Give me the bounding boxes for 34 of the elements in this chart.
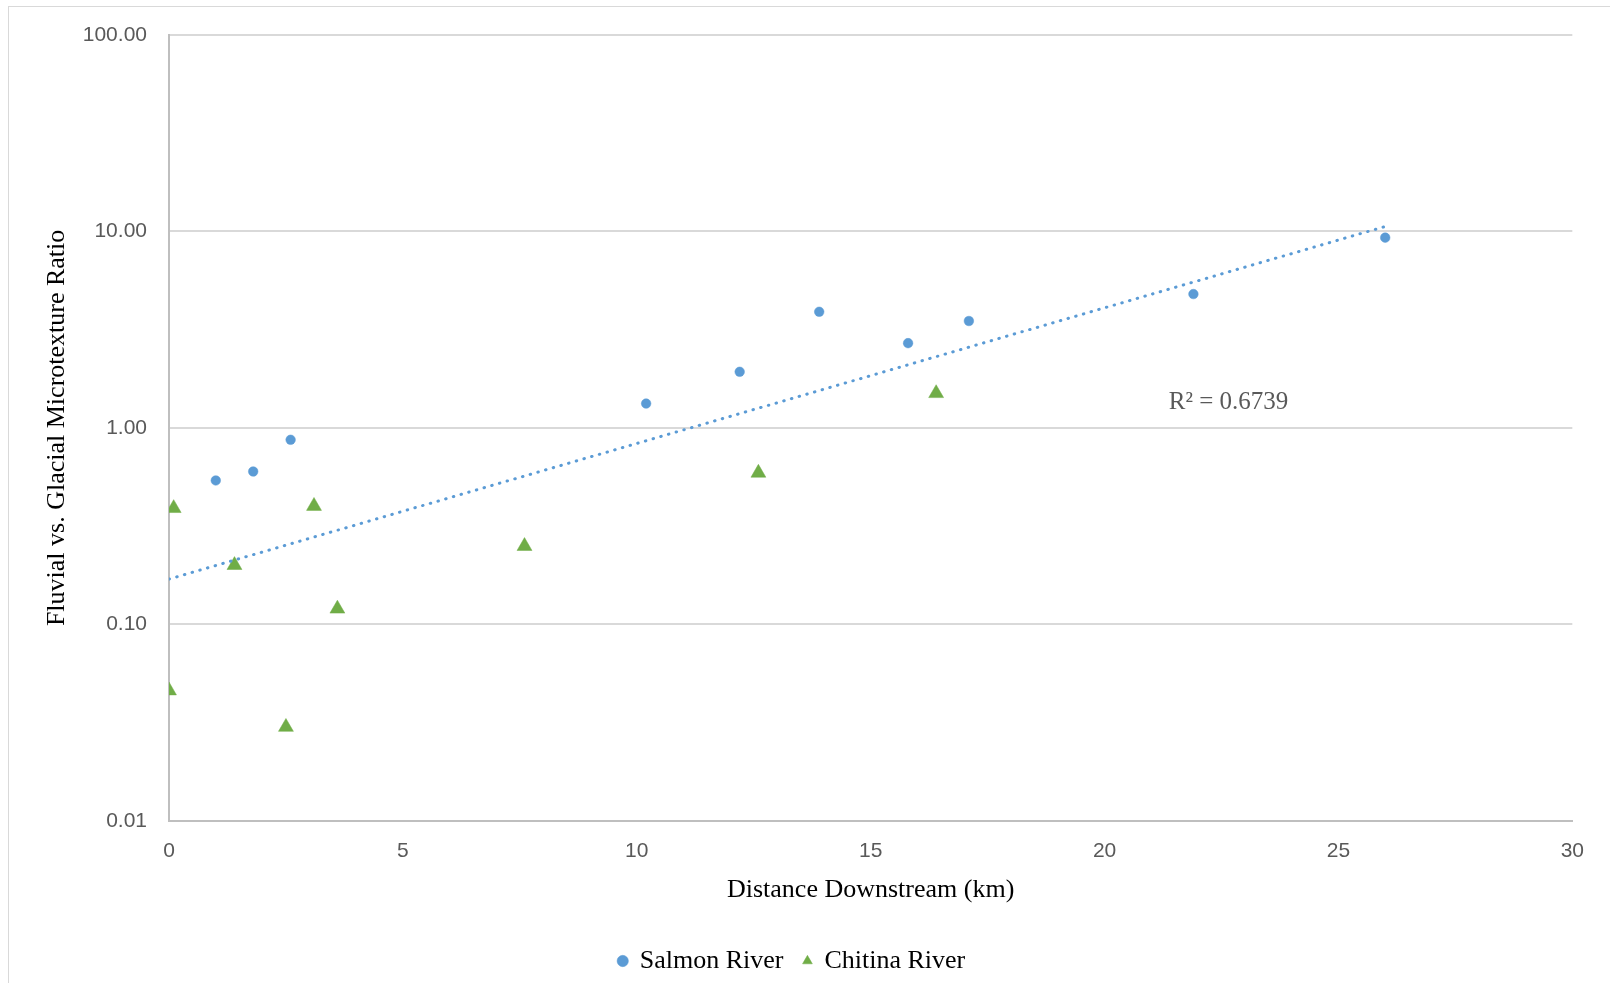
x-tick-label: 20 [1092,838,1117,862]
point [278,718,294,732]
y-tick-label: 10.00 [94,218,147,242]
x-tick-label: 10 [625,838,649,862]
y-tick-label: 100.00 [82,21,147,45]
point [734,366,745,377]
point [928,384,944,398]
annotation: R² = 0.6739 [1168,387,1289,415]
point [285,434,296,445]
point [750,464,767,478]
point [1188,289,1199,300]
point [963,315,974,327]
point [210,475,221,486]
x-tick-label: 25 [1326,838,1351,862]
y-tick-label: 1.00 [106,414,147,438]
point [516,537,533,551]
point [329,599,346,614]
x-tick-label: 5 [397,838,409,862]
point [248,466,259,477]
point [641,398,652,409]
x-tick-label: 15 [858,838,883,862]
point [814,306,825,317]
point [903,338,914,349]
x-tick-label: 30 [1560,838,1584,862]
legend-label: Chitina River [824,944,966,974]
y-tick-label: 0.01 [106,807,147,831]
y-tick-label: 0.10 [106,611,147,635]
legend-label: Salmon River [639,944,784,974]
x-tick-label: 0 [163,838,175,862]
y-axis-title: Fluvial vs. Glacial Microtexture Ratio [41,229,71,627]
point [226,556,243,570]
point [1380,232,1391,243]
point [306,497,322,511]
x-axis-title: Distance Downstream (km) [726,874,1015,904]
